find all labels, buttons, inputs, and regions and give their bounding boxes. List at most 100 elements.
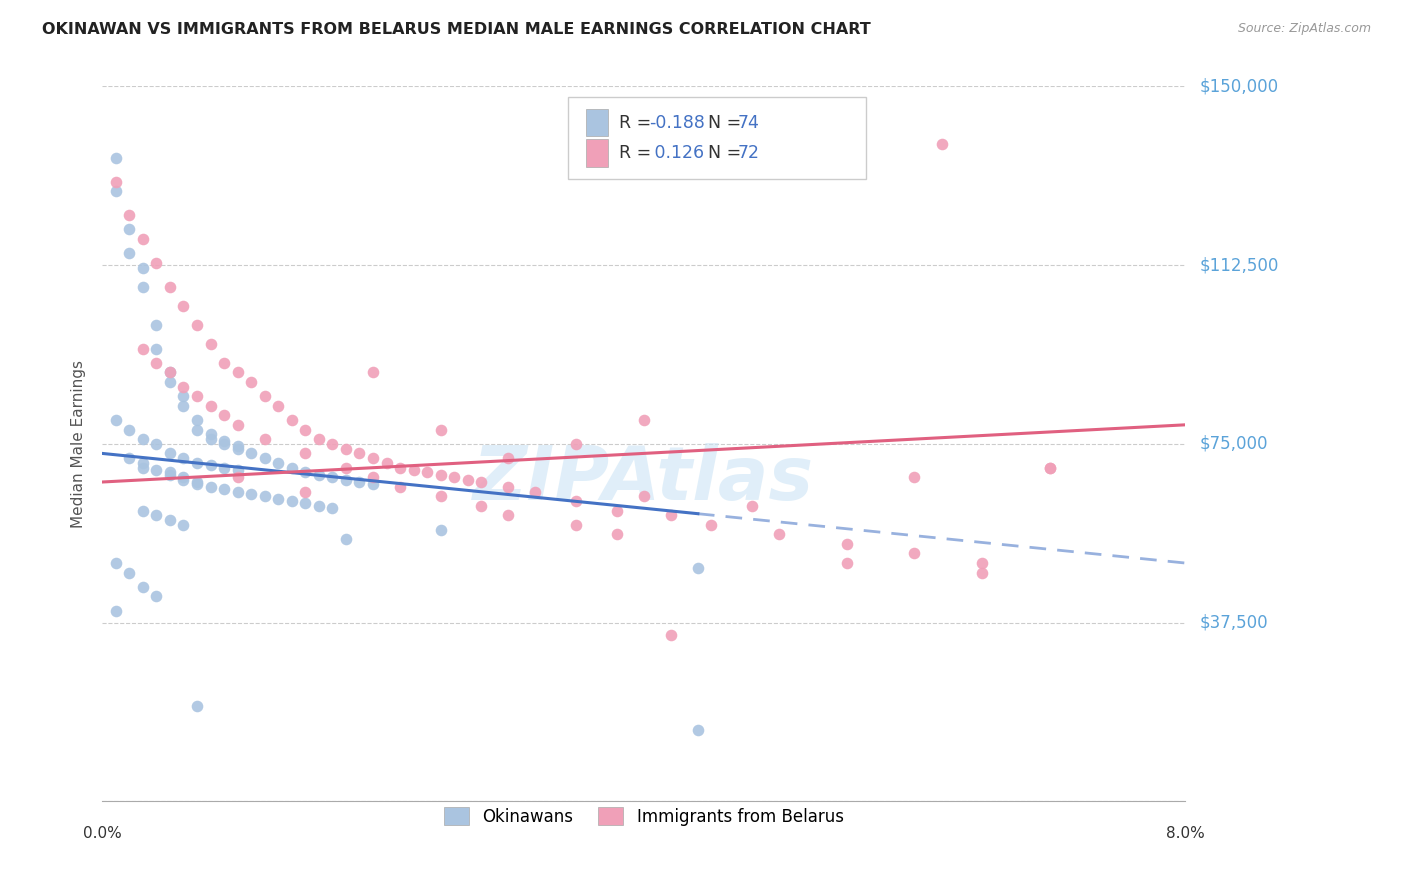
Point: [375, 456, 398, 470]
Point: [145, 590, 167, 604]
Point: [104, 556, 127, 570]
Point: [402, 463, 425, 477]
Point: [145, 342, 167, 356]
Point: [565, 437, 588, 451]
Text: $75,000: $75,000: [1199, 435, 1268, 453]
Point: [240, 375, 263, 389]
Point: [294, 466, 316, 480]
Point: [606, 527, 628, 541]
Point: [686, 723, 709, 737]
Point: [361, 365, 384, 379]
Point: [308, 467, 330, 482]
Point: [132, 503, 155, 517]
Point: [253, 451, 276, 466]
Text: 8.0%: 8.0%: [1166, 826, 1205, 841]
Text: R =: R =: [619, 144, 657, 162]
Point: [226, 439, 249, 453]
Point: [741, 499, 763, 513]
Point: [280, 413, 302, 427]
Point: [226, 365, 249, 379]
Point: [606, 503, 628, 517]
Point: [457, 473, 479, 487]
Point: [321, 501, 343, 516]
Point: [212, 434, 235, 449]
Point: [145, 508, 167, 523]
Point: [172, 389, 194, 403]
Point: [212, 460, 235, 475]
Point: [145, 256, 167, 270]
Point: [294, 423, 316, 437]
Point: [200, 336, 222, 351]
Point: [226, 470, 249, 484]
Point: [186, 477, 208, 491]
Text: $112,500: $112,500: [1199, 256, 1278, 274]
Point: [294, 446, 316, 460]
Text: ZIPAtlas: ZIPAtlas: [474, 443, 814, 516]
Point: [335, 442, 357, 456]
Text: $37,500: $37,500: [1199, 614, 1268, 632]
Point: [212, 356, 235, 370]
Point: [686, 561, 709, 575]
Point: [835, 556, 858, 570]
Point: [132, 260, 155, 275]
Point: [498, 480, 520, 494]
Point: [186, 423, 208, 437]
Point: [132, 342, 155, 356]
Point: [267, 456, 290, 470]
Point: [118, 208, 141, 222]
Point: [498, 451, 520, 466]
Point: [253, 389, 276, 403]
Point: [104, 175, 127, 189]
Point: [335, 473, 357, 487]
Point: [159, 466, 181, 480]
Point: [186, 413, 208, 427]
Point: [145, 356, 167, 370]
Point: [498, 508, 520, 523]
Point: [633, 489, 655, 503]
Point: [633, 413, 655, 427]
Point: [524, 484, 547, 499]
Point: [226, 463, 249, 477]
Point: [172, 517, 194, 532]
Point: [659, 508, 682, 523]
Point: [186, 389, 208, 403]
Point: [186, 475, 208, 489]
Point: [903, 470, 925, 484]
Legend: Okinawans, Immigrants from Belarus: Okinawans, Immigrants from Belarus: [437, 801, 851, 832]
Point: [159, 467, 181, 482]
Point: [294, 496, 316, 510]
Point: [389, 480, 412, 494]
Point: [132, 456, 155, 470]
Point: [118, 222, 141, 236]
Point: [294, 484, 316, 499]
Point: [768, 527, 790, 541]
Point: [159, 279, 181, 293]
Point: [186, 318, 208, 332]
Point: [240, 446, 263, 460]
Point: [335, 460, 357, 475]
Point: [212, 437, 235, 451]
Point: [361, 470, 384, 484]
Point: [159, 365, 181, 379]
Point: [429, 489, 451, 503]
Point: [226, 417, 249, 432]
Point: [159, 513, 181, 527]
Point: [972, 556, 994, 570]
Point: [267, 491, 290, 506]
Point: [226, 442, 249, 456]
Point: [145, 437, 167, 451]
Point: [145, 318, 167, 332]
Point: [470, 475, 492, 489]
Point: [700, 517, 723, 532]
Point: [361, 477, 384, 491]
Point: [104, 413, 127, 427]
Text: R =: R =: [619, 114, 657, 132]
Point: [186, 456, 208, 470]
FancyBboxPatch shape: [568, 97, 866, 179]
Text: 74: 74: [738, 114, 759, 132]
Point: [972, 566, 994, 580]
Point: [335, 532, 357, 546]
Point: [226, 484, 249, 499]
Point: [104, 184, 127, 198]
Point: [118, 451, 141, 466]
